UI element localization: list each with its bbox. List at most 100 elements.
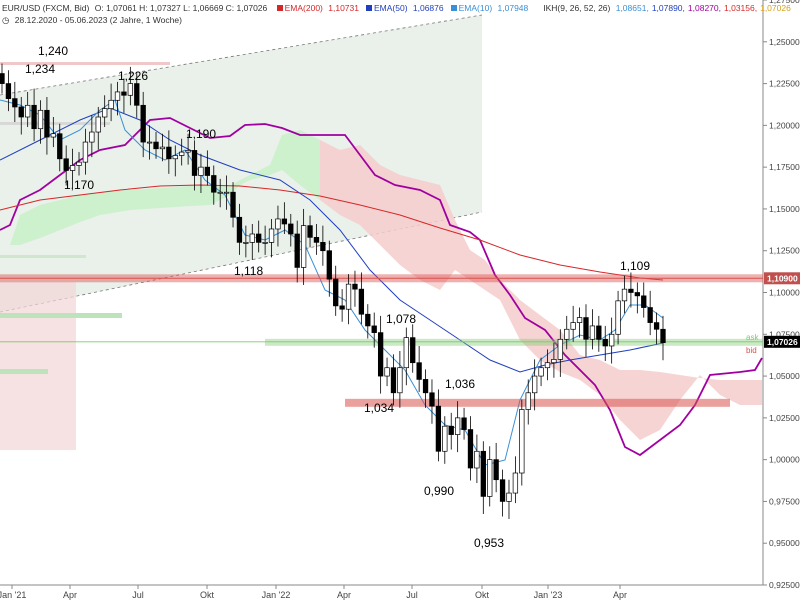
candle-body (538, 367, 544, 377)
candle-body (544, 362, 551, 369)
indicator-label: EMA(10) (458, 3, 495, 13)
candle-body (25, 104, 31, 118)
candle-body (628, 288, 634, 293)
candle-body (166, 146, 172, 160)
candle-body (589, 325, 596, 340)
current-price-box (764, 335, 800, 348)
indicator-value: 1,07026 (760, 3, 791, 13)
candle-body (499, 479, 506, 502)
y-tick-label: 0,97500 (769, 496, 800, 506)
indicator-swatch-icon (450, 5, 457, 11)
candle-body (377, 332, 384, 377)
bid-label: bid (746, 346, 757, 355)
candle-body (44, 109, 50, 138)
x-tick-label: Jan '22 (262, 590, 291, 600)
price-annotation: 1,170 (64, 178, 94, 192)
candle-body (320, 242, 326, 252)
candle-body (307, 225, 313, 238)
candle-body (223, 191, 230, 194)
candle-body (422, 379, 429, 394)
candle-body (641, 295, 647, 308)
candle-body (345, 283, 352, 310)
price-annotation: 1,234 (25, 62, 55, 76)
x-tick-label: Jan '21 (0, 590, 26, 600)
indicator-value: 1,08651, (615, 3, 649, 13)
y-tick-label: 1,00000 (769, 455, 800, 465)
candle-body (76, 161, 82, 166)
candle-body (621, 288, 628, 302)
candle-body (140, 104, 146, 143)
candle-body (262, 242, 268, 244)
indicator-swatch-icon (535, 5, 541, 11)
volume-zone (0, 282, 76, 450)
support-zone (265, 338, 763, 346)
candle-body (519, 409, 525, 474)
candle-body (454, 417, 461, 435)
candle-body (570, 322, 576, 330)
candle-body (127, 83, 133, 96)
candle-body (294, 233, 300, 268)
candle-body (230, 191, 236, 218)
candle-body (564, 328, 570, 340)
x-tick-label: Apr (63, 590, 77, 600)
candle-body (442, 425, 448, 452)
symbol-label: EUR/USD (FXCM, Bid) (2, 3, 90, 13)
candle-body (69, 165, 76, 171)
ask-label: ask (746, 333, 759, 342)
y-tick-label: 1,22500 (769, 79, 800, 89)
indicator-label: IKH(9, 26, 52, 26) (543, 3, 613, 13)
candle-body (12, 98, 18, 108)
candle-body (557, 338, 563, 360)
candle-body (146, 141, 153, 144)
indicator-swatch-icon (276, 5, 283, 11)
candle-body (50, 133, 56, 138)
candle-body (576, 317, 583, 323)
candle-body (333, 278, 339, 307)
candle-body (172, 155, 178, 160)
candle-body (108, 99, 114, 109)
price-annotation: 1,109 (620, 259, 650, 273)
support-zone (345, 398, 730, 407)
candle-body (191, 150, 198, 176)
candle-body (159, 146, 166, 150)
ema200-line (0, 184, 664, 281)
x-tick-label: Apr (613, 590, 627, 600)
candle-body (37, 109, 44, 130)
volume-bar (0, 62, 170, 65)
ema50-line (0, 107, 664, 373)
price-annotation: 1,226 (118, 69, 148, 83)
candle-body (185, 150, 191, 153)
x-tick-label: Okt (475, 590, 490, 600)
y-tick-label: 1,02500 (769, 413, 800, 423)
candle-body (198, 166, 204, 176)
x-tick-label: Apr (337, 590, 351, 600)
volume-bar (0, 313, 122, 318)
candle-body (121, 91, 127, 96)
candle-body (461, 417, 467, 430)
chart-legend: EUR/USD (FXCM, Bid) O: 1,07061 H: 1,0732… (2, 2, 797, 26)
indicator-swatch-icon (365, 5, 372, 11)
candle-body (204, 166, 211, 176)
candle-body (647, 307, 653, 323)
x-tick-label: Jan '23 (534, 590, 563, 600)
candle-body (5, 83, 12, 99)
candle-body (410, 337, 416, 364)
indicator-value: 1,07948 (497, 3, 529, 13)
ichimoku-cloud-green (10, 130, 320, 245)
resistance-price-label: 1,10900 (767, 273, 798, 283)
candle-body (506, 492, 512, 502)
candle-body (281, 218, 288, 225)
candle-body (487, 459, 493, 497)
ohlc-label: O: 1,07061 H: 1,07327 L: 1,06669 C: 1,07… (94, 3, 268, 13)
ichimoku-senkou-b-line (0, 117, 763, 457)
y-tick-label: 1,27500 (769, 0, 800, 5)
candle-body (249, 233, 255, 243)
price-annotation: 0,990 (424, 484, 454, 498)
candle-body (384, 367, 390, 377)
y-tick-label: 1,17500 (769, 162, 800, 172)
candle-body (275, 218, 281, 230)
candle-body (179, 151, 185, 156)
candle-body (95, 116, 101, 133)
volume-bar (0, 255, 86, 258)
